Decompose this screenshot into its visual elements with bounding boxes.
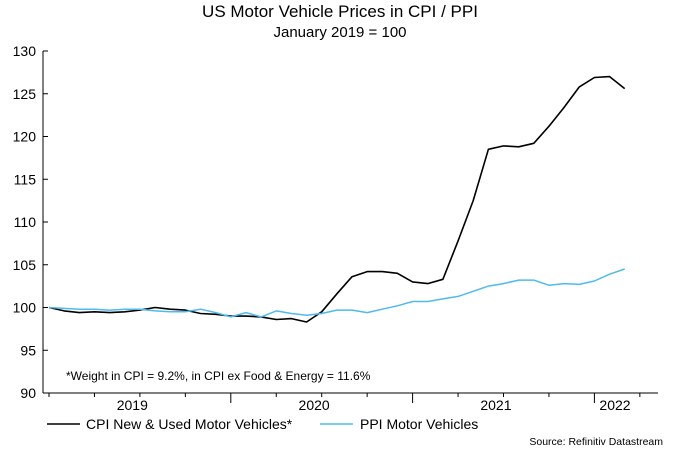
series-line-ppi (48, 268, 625, 318)
y-tick-label-105: 105 (13, 257, 37, 273)
x-tick-label-2020: 2020 (299, 397, 330, 413)
x-tick-label-2019: 2019 (117, 397, 148, 413)
y-tick-label-110: 110 (14, 214, 37, 230)
y-tick-label-95: 95 (20, 342, 36, 358)
y-tick-label-125: 125 (13, 86, 37, 102)
plot-area: 90 95 100 105 110 115 120 125 130 2019 2020 2021 202… (13, 43, 658, 413)
footnote-annotation: *Weight in CPI = 9.2%, in CPI ex Food & … (66, 369, 371, 383)
y-tick-label-100: 100 (13, 300, 37, 316)
x-tick-label-2022: 2022 (599, 397, 630, 413)
series-line-cpi (48, 75, 626, 323)
chart-title: US Motor Vehicle Prices in CPI / PPI (202, 2, 478, 21)
legend: CPI New & Used Motor Vehicles* PPI Motor… (47, 416, 478, 432)
y-tick-label-120: 120 (13, 129, 37, 145)
y-tick-label-130: 130 (13, 43, 37, 59)
chart-subtitle: January 2019 = 100 (273, 24, 406, 41)
source-note: Source: Refinitiv Datastream (529, 436, 663, 448)
legend-label-cpi: CPI New & Used Motor Vehicles* (86, 416, 293, 432)
legend-label-ppi: PPI Motor Vehicles (360, 416, 478, 432)
x-tick-label-2021: 2021 (480, 397, 511, 413)
y-tick-label-115: 115 (14, 171, 37, 187)
y-tick-label-90: 90 (20, 385, 36, 401)
